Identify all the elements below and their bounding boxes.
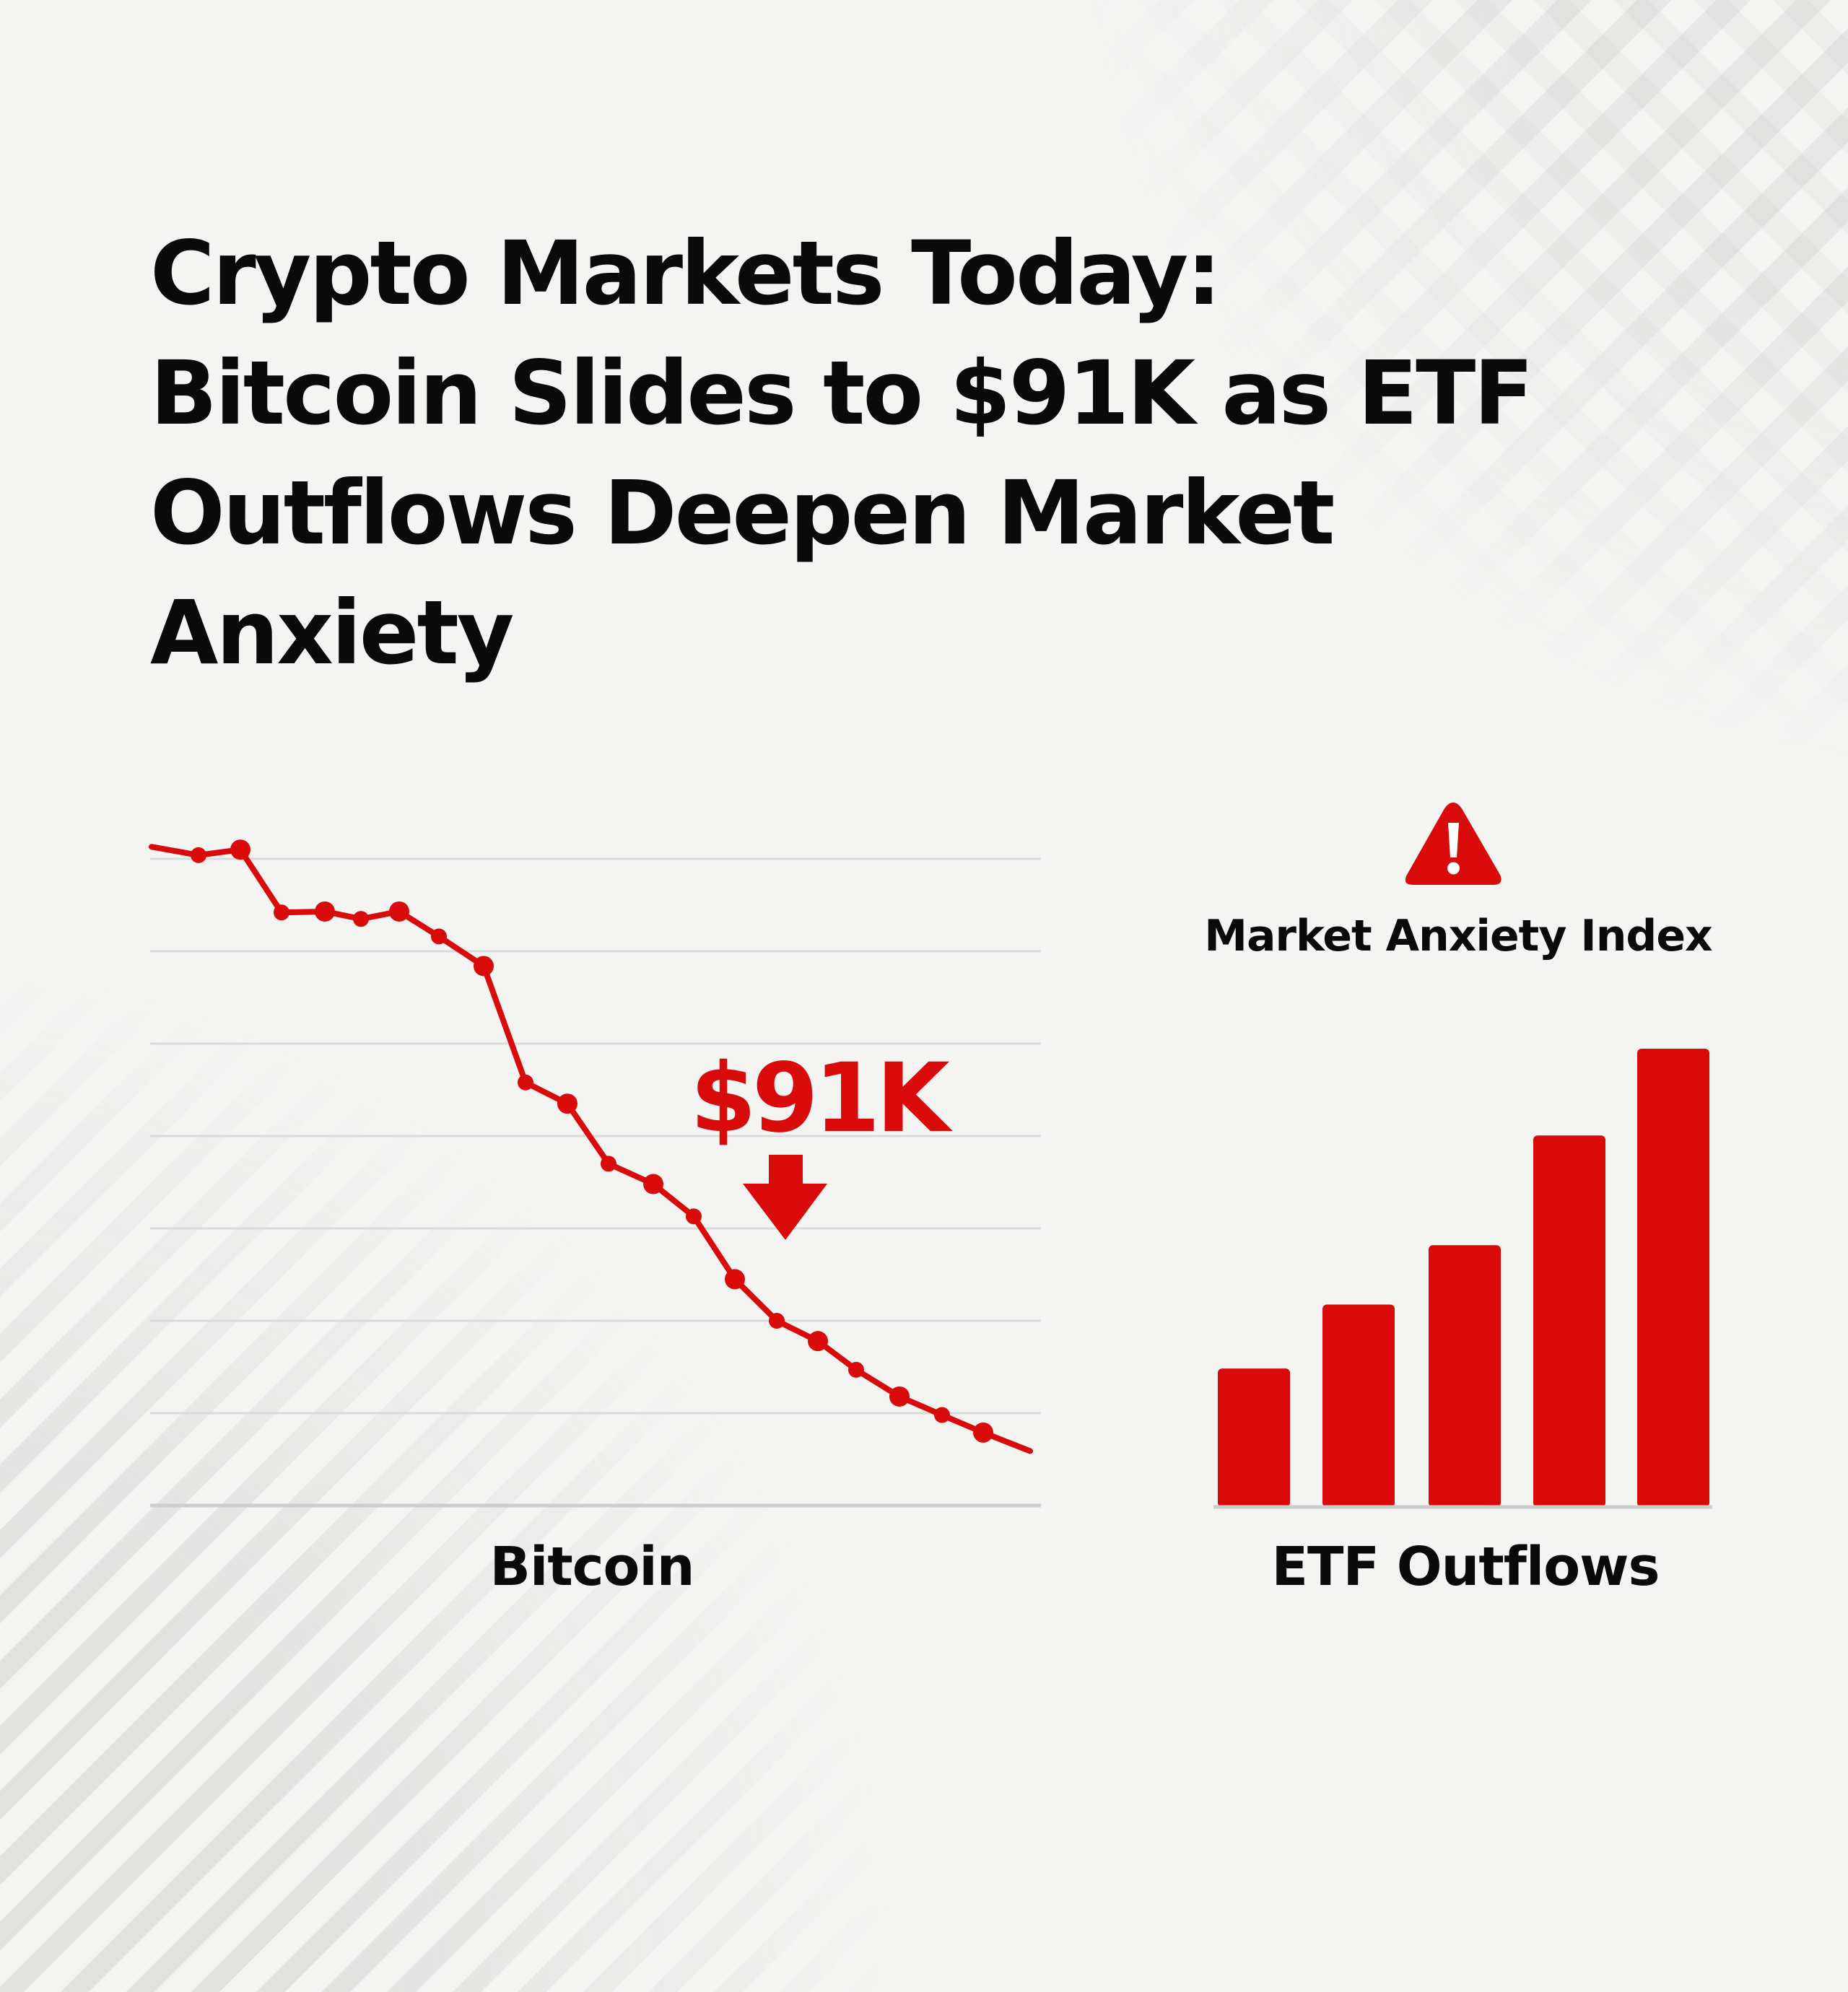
data-point-marker <box>230 839 250 860</box>
headline-line-4: Anxiety <box>150 582 514 684</box>
data-point-marker <box>389 901 409 922</box>
bitcoin-chart-gridlines <box>150 857 1041 1508</box>
market-anxiety-index-label: Market Anxiety Index <box>1204 911 1713 961</box>
data-point-marker <box>431 928 447 945</box>
data-point-marker <box>557 1093 578 1114</box>
etf-bar <box>1533 1135 1605 1507</box>
warning-triangle-icon <box>1405 803 1502 885</box>
data-point-marker <box>848 1361 864 1378</box>
data-point-marker <box>725 1269 745 1290</box>
etf-outflows-chart-label: ETF Outflows <box>1271 1536 1660 1598</box>
data-point-marker <box>353 911 369 927</box>
price-line-path <box>149 844 1033 1454</box>
charts-canvas <box>149 803 1712 1509</box>
data-point-marker <box>934 1407 950 1423</box>
data-point-marker <box>601 1156 616 1172</box>
data-point-marker <box>643 1174 663 1194</box>
headline-line-1: Crypto Markets Today: <box>150 222 1221 325</box>
data-point-marker <box>769 1313 785 1329</box>
etf-bar <box>1637 1049 1709 1507</box>
etf-bar <box>1218 1368 1290 1507</box>
data-point-marker <box>274 904 289 921</box>
headline-line-2: Bitcoin Slides to $91K as ETF <box>150 342 1534 445</box>
data-point-marker <box>973 1422 993 1443</box>
etf-bar <box>1322 1304 1395 1507</box>
etf-bar <box>1429 1245 1501 1507</box>
etf-outflows-bars <box>1213 1049 1712 1509</box>
headline-line-3: Outflows Deepen Market <box>150 462 1335 564</box>
bitcoin-chart-label: Bitcoin <box>489 1536 695 1598</box>
data-point-marker <box>191 847 206 863</box>
bitcoin-price-line <box>149 839 1033 1454</box>
data-point-marker <box>686 1208 702 1225</box>
down-arrow-icon <box>743 1155 827 1240</box>
data-point-marker <box>518 1074 533 1091</box>
headline: Crypto Markets Today: Bitcoin Slides to … <box>150 214 1702 693</box>
price-callout: $91K <box>690 1043 950 1154</box>
data-point-marker <box>889 1386 910 1407</box>
data-point-marker <box>315 901 335 922</box>
data-point-marker <box>474 956 494 977</box>
data-point-marker <box>808 1331 828 1352</box>
